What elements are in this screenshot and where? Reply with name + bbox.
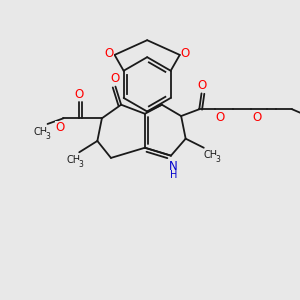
Text: O: O bbox=[197, 79, 206, 92]
Text: H: H bbox=[169, 170, 177, 180]
Text: 3: 3 bbox=[78, 160, 83, 169]
Text: N: N bbox=[169, 160, 178, 173]
Text: O: O bbox=[215, 111, 224, 124]
Text: CH: CH bbox=[34, 127, 48, 137]
Text: O: O bbox=[181, 47, 190, 60]
Text: O: O bbox=[75, 88, 84, 101]
Text: CH: CH bbox=[203, 149, 218, 160]
Text: O: O bbox=[56, 121, 64, 134]
Text: O: O bbox=[252, 111, 262, 124]
Text: CH: CH bbox=[67, 155, 81, 165]
Text: 3: 3 bbox=[215, 154, 220, 164]
Text: 3: 3 bbox=[45, 132, 50, 141]
Text: O: O bbox=[104, 47, 113, 60]
Text: O: O bbox=[111, 72, 120, 85]
